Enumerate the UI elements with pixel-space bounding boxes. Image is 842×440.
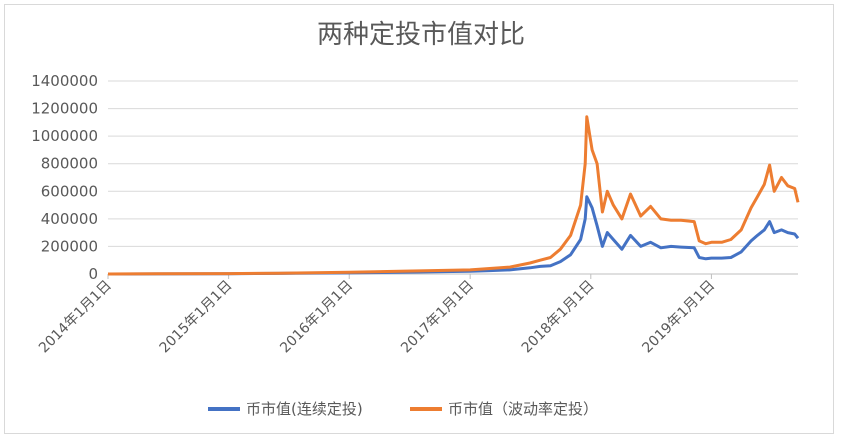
- legend-label-2: 币市值（波动率定投）: [448, 400, 598, 418]
- y-axis-ticks: 0 200000 400000 600000 800000 1000000 1200000 1…: [31, 72, 98, 283]
- x-tick-label: 2016年1月1日: [277, 278, 356, 357]
- series-line-1: [107, 195, 800, 276]
- y-tick-label: 0: [88, 265, 98, 283]
- y-tick-label: 400000: [41, 210, 98, 228]
- y-tick-label: 600000: [41, 182, 98, 200]
- legend: 币市值(连续定投) 币市值（波动率定投）: [208, 400, 598, 418]
- y-tick-label: 1400000: [31, 72, 98, 90]
- legend-label-1: 币市值(连续定投): [246, 400, 363, 418]
- y-tick-label: 200000: [41, 237, 98, 255]
- x-tick-label: 2014年1月1日: [36, 278, 115, 357]
- x-tick-label: 2015年1月1日: [157, 278, 236, 357]
- y-tick-label: 800000: [41, 155, 98, 173]
- gridlines: [108, 80, 798, 275]
- y-tick-label: 1200000: [31, 100, 98, 118]
- x-tick-label: 2019年1月1日: [639, 278, 718, 357]
- series-line-2: [107, 115, 800, 276]
- x-tick-label: 2017年1月1日: [398, 278, 477, 357]
- x-axis-ticks: 2014年1月1日 2015年1月1日 2016年1月1日 2017年1月1日 2018…: [36, 274, 718, 356]
- chart-title: 两种定投市值对比: [316, 20, 525, 50]
- x-tick-label: 2018年1月1日: [519, 278, 598, 357]
- series-lines: [107, 115, 800, 276]
- y-tick-label: 1000000: [31, 127, 98, 145]
